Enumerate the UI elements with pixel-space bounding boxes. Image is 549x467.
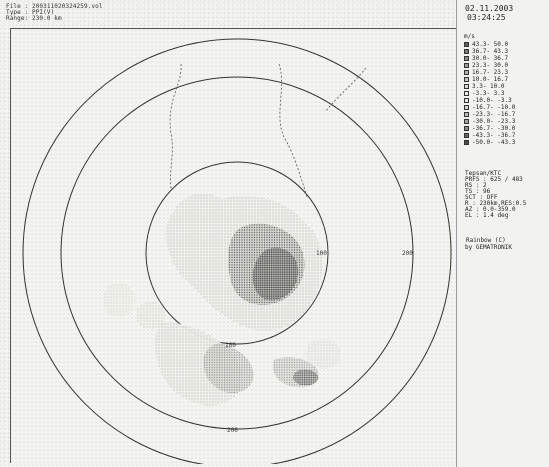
legend-row: 43.3- 50.0 <box>464 41 546 48</box>
legend-row: 23.3- 30.0 <box>464 62 546 69</box>
meta-sct: SCT : OFF <box>465 194 498 201</box>
legend-row: -43.3- -36.7 <box>464 132 546 139</box>
legend-color-swatch <box>464 42 469 47</box>
ring-label-200-bottom: 200 <box>227 427 238 434</box>
legend-color-swatch <box>464 126 469 131</box>
legend-range-label: -50.0- -43.3 <box>472 139 516 146</box>
legend-row: 16.7- 23.3 <box>464 69 546 76</box>
file-header: File : 200311020324259.vol Type : PPI(V)… <box>6 4 103 22</box>
legend-color-swatch <box>464 63 469 68</box>
legend-range-label: -16.7- -10.0 <box>472 104 516 111</box>
software-credit: Rainbow (C) by GEMATRONIK <box>465 237 512 251</box>
ring-label-100-right: 100 <box>316 250 327 257</box>
legend-range-label: -36.7- -30.0 <box>472 125 516 132</box>
legend-range-label: 16.7- 23.3 <box>472 69 509 76</box>
legend-row: 3.3- 10.0 <box>464 83 546 90</box>
legend-range-label: 43.3- 50.0 <box>472 41 509 48</box>
range-ring-200km <box>60 76 414 430</box>
legend-range-label: -10.0- -3.3 <box>472 97 512 104</box>
legend-color-swatch <box>464 84 469 89</box>
legend-row: -30.0- -23.3 <box>464 118 546 125</box>
scan-type: Type : PPI(V) <box>6 9 55 16</box>
radar-image: 100 200 100 200 <box>11 29 457 464</box>
scan-date: 02.11.2003 <box>465 4 514 13</box>
legend-range-label: -30.0- -23.3 <box>472 118 516 125</box>
range-ring-100km <box>145 161 329 345</box>
meta-rs: RS : 2 <box>465 182 487 189</box>
meta-azimuth: AZ : 0.0-359.0 <box>465 206 516 213</box>
legend-color-swatch <box>464 119 469 124</box>
legend-sidepanel: 02.11.2003 03:24:25 m/s 43.3- 50.0 36.7- … <box>456 0 549 467</box>
ring-label-100-bottom: 100 <box>225 342 236 349</box>
legend-color-swatch <box>464 140 469 145</box>
legend-color-swatch <box>464 133 469 138</box>
meta-range: R : 230km,RES:0.5 <box>465 200 527 207</box>
legend-range-label: 10.0- 16.7 <box>472 76 509 83</box>
legend-row: -3.3- 3.3 <box>464 90 546 97</box>
legend-row: 30.0- 36.7 <box>464 55 546 62</box>
file-name: File : 200311020324259.vol <box>6 3 103 10</box>
legend-row: -10.0- -3.3 <box>464 97 546 104</box>
coastline-left <box>169 63 182 190</box>
legend-color-swatch <box>464 112 469 117</box>
meta-elevation: EL : 1.4 deg <box>465 212 509 219</box>
range-ring-230km <box>22 38 452 464</box>
legend-row: -36.7- -30.0 <box>464 125 546 132</box>
meta-ts: TS : 96 <box>465 188 491 195</box>
velocity-legend: m/s 43.3- 50.0 36.7- 43.3 30.0- 36.7 23.3- … <box>464 34 546 146</box>
legend-color-swatch <box>464 77 469 82</box>
legend-range-label: 23.3- 30.0 <box>472 62 509 69</box>
radar-image-frame: 100 200 100 200 <box>10 28 457 464</box>
legend-color-swatch <box>464 91 469 96</box>
legend-color-swatch <box>464 70 469 75</box>
range-labels: 100 200 100 200 <box>225 250 413 434</box>
legend-range-label: -3.3- 3.3 <box>472 90 505 97</box>
radar-metadata: Tepsan/KTC PRFS : 625 / 483 RS : 2 TS : … <box>465 171 549 219</box>
legend-row: -23.3- -16.7 <box>464 111 546 118</box>
credit-line-2: by GEMATRONIK <box>465 244 512 251</box>
legend-color-swatch <box>464 105 469 110</box>
meta-prf: PRFS : 625 / 483 <box>465 176 523 183</box>
credit-line-1: Rainbow (C) <box>466 237 506 244</box>
legend-color-swatch <box>464 56 469 61</box>
coastline-right <box>325 67 367 112</box>
meta-site: Tepsan/KTC <box>465 170 502 177</box>
ring-label-200-right: 200 <box>402 250 413 257</box>
scan-range: Range: 230.0 km <box>6 15 62 22</box>
legend-row: 10.0- 16.7 <box>464 76 546 83</box>
legend-row: -50.0- -43.3 <box>464 139 546 146</box>
precipitation-field <box>102 193 342 406</box>
legend-range-label: -23.3- -16.7 <box>472 111 516 118</box>
scan-time: 03:24:25 <box>467 13 506 22</box>
legend-color-swatch <box>464 49 469 54</box>
timestamp: 02.11.2003 03:24:25 <box>465 4 513 22</box>
legend-unit: m/s <box>464 33 475 40</box>
legend-row: -16.7- -10.0 <box>464 104 546 111</box>
legend-range-label: 3.3- 10.0 <box>472 83 505 90</box>
legend-range-label: -43.3- -36.7 <box>472 132 516 139</box>
legend-color-swatch <box>464 98 469 103</box>
legend-row: 36.7- 43.3 <box>464 48 546 55</box>
legend-range-label: 36.7- 43.3 <box>472 48 509 55</box>
legend-range-label: 30.0- 36.7 <box>472 55 509 62</box>
